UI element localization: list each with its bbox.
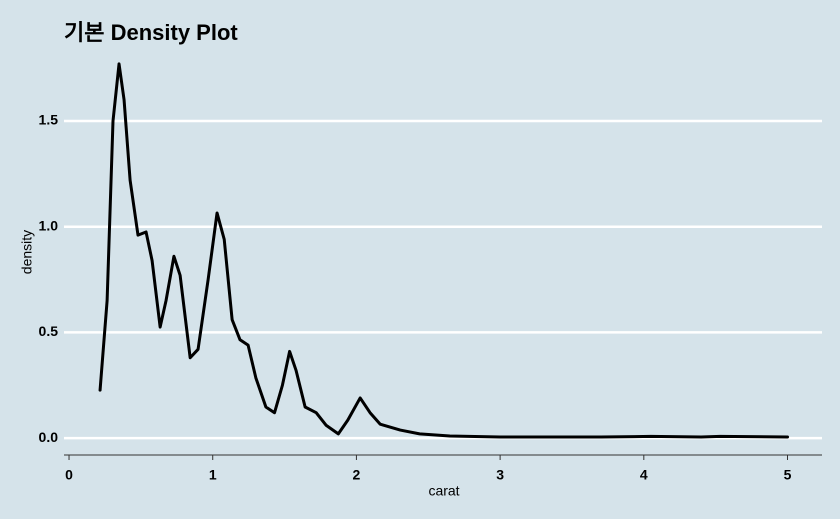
x-tick-label: 5 — [784, 467, 792, 483]
x-tick-label: 3 — [496, 467, 504, 483]
chart-title: 기본 Density Plot — [64, 20, 238, 45]
x-tick-label: 0 — [65, 467, 73, 483]
y-tick-label: 0.5 — [39, 323, 59, 339]
y-tick-label: 0.0 — [39, 429, 59, 445]
x-tick-label: 2 — [353, 467, 361, 483]
x-tick-label: 1 — [209, 467, 217, 483]
y-axis-label: density — [19, 230, 35, 274]
density-line — [98, 62, 790, 439]
y-tick-label: 1.0 — [39, 217, 59, 233]
y-tick-label: 1.5 — [39, 112, 59, 128]
x-axis-label: carat — [428, 483, 459, 499]
x-tick-label: 4 — [640, 467, 648, 483]
